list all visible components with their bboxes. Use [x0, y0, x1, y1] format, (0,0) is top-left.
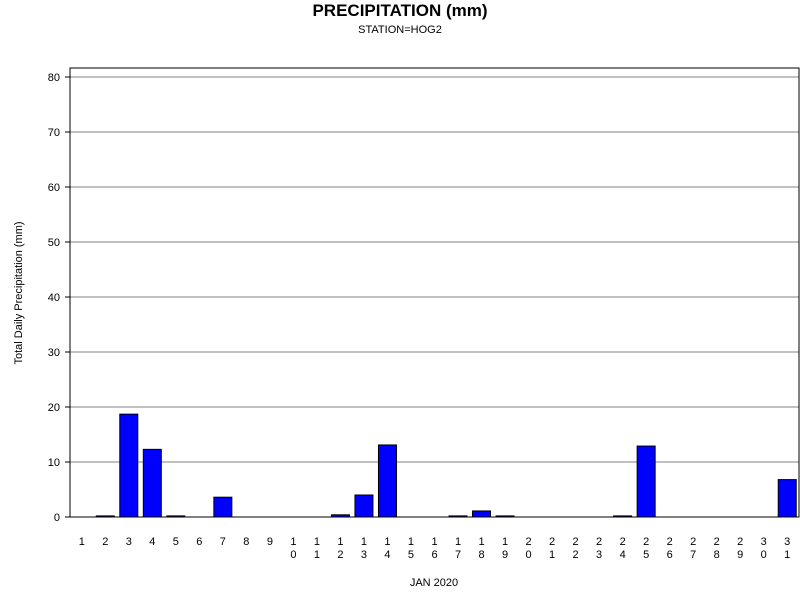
y-tick-label: 80	[48, 72, 60, 84]
x-tick-label: 1	[79, 536, 85, 548]
y-tick-label: 30	[48, 347, 60, 359]
axes	[65, 67, 800, 518]
x-tick-label: 4	[149, 536, 155, 548]
y-tick-label: 10	[48, 457, 60, 469]
bar	[636, 445, 656, 518]
y-tick-label: 60	[48, 182, 60, 194]
chart-subtitle: STATION=HOG2	[358, 24, 442, 36]
x-axis-label: JAN 2020	[410, 577, 458, 589]
y-tick-label: 70	[48, 127, 60, 139]
bars	[95, 413, 797, 518]
bar	[354, 494, 374, 518]
bar	[119, 413, 139, 518]
y-tick-label: 40	[48, 292, 60, 304]
bar	[142, 448, 162, 518]
x-tick-label: 9	[267, 536, 273, 548]
x-tick-label: 7	[220, 536, 226, 548]
x-tick-label: 6	[196, 536, 202, 548]
gridlines	[70, 76, 799, 463]
x-tick-label: 8	[243, 536, 249, 548]
bar	[377, 444, 397, 518]
y-tick-label: 20	[48, 402, 60, 414]
y-tick-label: 50	[48, 237, 60, 249]
plot-frame	[69, 67, 800, 518]
x-tick-label: 5	[173, 536, 179, 548]
chart-title: PRECIPITATION (mm)	[312, 1, 488, 20]
x-tick-label: 3	[126, 536, 132, 548]
y-tick-labels: 0 10 20 30 40 50 60 70 80	[48, 72, 60, 524]
x-tick-labels: 1 2 3 4 5 6 7 8 9 1 01 11 21 31 41 51 61 71 81 92 02 12 22 32 42…	[79, 536, 791, 561]
bar	[213, 496, 233, 518]
y-tick-label: 0	[54, 512, 60, 524]
bar	[472, 510, 492, 518]
y-axis-label: Total Daily Precipitation (mm)	[13, 221, 25, 364]
bar	[777, 479, 797, 518]
x-tick-label: 2	[102, 536, 108, 548]
